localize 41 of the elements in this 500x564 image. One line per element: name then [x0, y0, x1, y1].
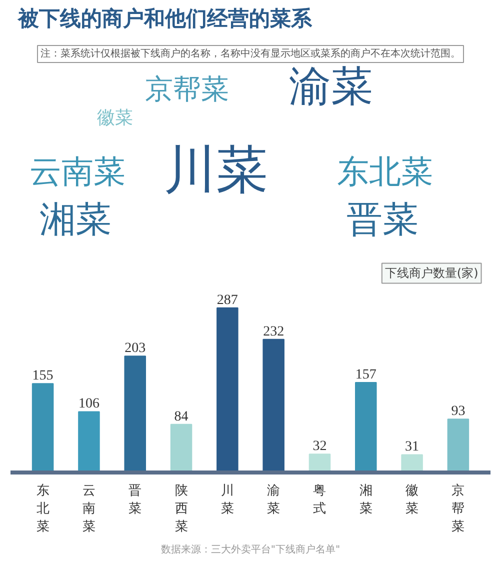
- data-label: 232: [263, 324, 284, 340]
- text: 被下线的商户和他们经营的菜系: [17, 6, 314, 30]
- text: 湘菜: [39, 200, 112, 240]
- x-tick-label: 陕西菜: [174, 484, 188, 534]
- x-tick-label: 京帮菜: [452, 484, 465, 534]
- data-label: 93: [451, 404, 466, 420]
- data-label: 32: [312, 439, 327, 454]
- text: 京帮菜: [144, 72, 229, 106]
- text: 云南菜: [30, 152, 126, 190]
- bar: [124, 356, 146, 472]
- text: 晋菜: [346, 200, 418, 240]
- bar: [401, 454, 423, 472]
- x-tick-label: 晋菜: [128, 484, 142, 516]
- x-tick-label: 湘菜: [359, 484, 372, 516]
- data-label: 155: [32, 368, 54, 384]
- data-label: 203: [124, 341, 146, 356]
- x-tick-label: 川菜: [220, 484, 234, 516]
- bar: [262, 338, 284, 472]
- bar: [355, 382, 377, 472]
- text: 东北菜: [336, 152, 433, 190]
- x-tick-label: 徽菜: [406, 484, 419, 516]
- data-label: 31: [405, 440, 420, 455]
- x-tick-label: 东北菜: [36, 484, 50, 534]
- x-tick-label: 粤式: [313, 484, 326, 516]
- data-label: 106: [78, 396, 100, 412]
- bar: [78, 411, 100, 472]
- data-label: 157: [355, 367, 376, 382]
- data-label: 84: [174, 409, 188, 424]
- source-note: 数据来源：三大外卖平台"下线商户名单": [160, 544, 340, 556]
- x-tick-label: 云南菜: [82, 484, 96, 534]
- y-axis-title: 下线商户数量(家): [384, 266, 478, 280]
- text: 注：菜系统计仅根据被下线商户的名称，名称中没有显示地区或菜系的商户不在本次统计范围。: [40, 48, 460, 60]
- data-label: 287: [216, 292, 238, 308]
- x-tick-label: 渝菜: [267, 484, 280, 516]
- bar: [170, 424, 192, 472]
- bar: [32, 383, 54, 472]
- bar: [216, 307, 238, 472]
- text: 徽菜: [96, 108, 133, 128]
- text: 渝菜: [288, 62, 373, 110]
- text: 川菜: [164, 140, 268, 200]
- bar: [447, 418, 470, 472]
